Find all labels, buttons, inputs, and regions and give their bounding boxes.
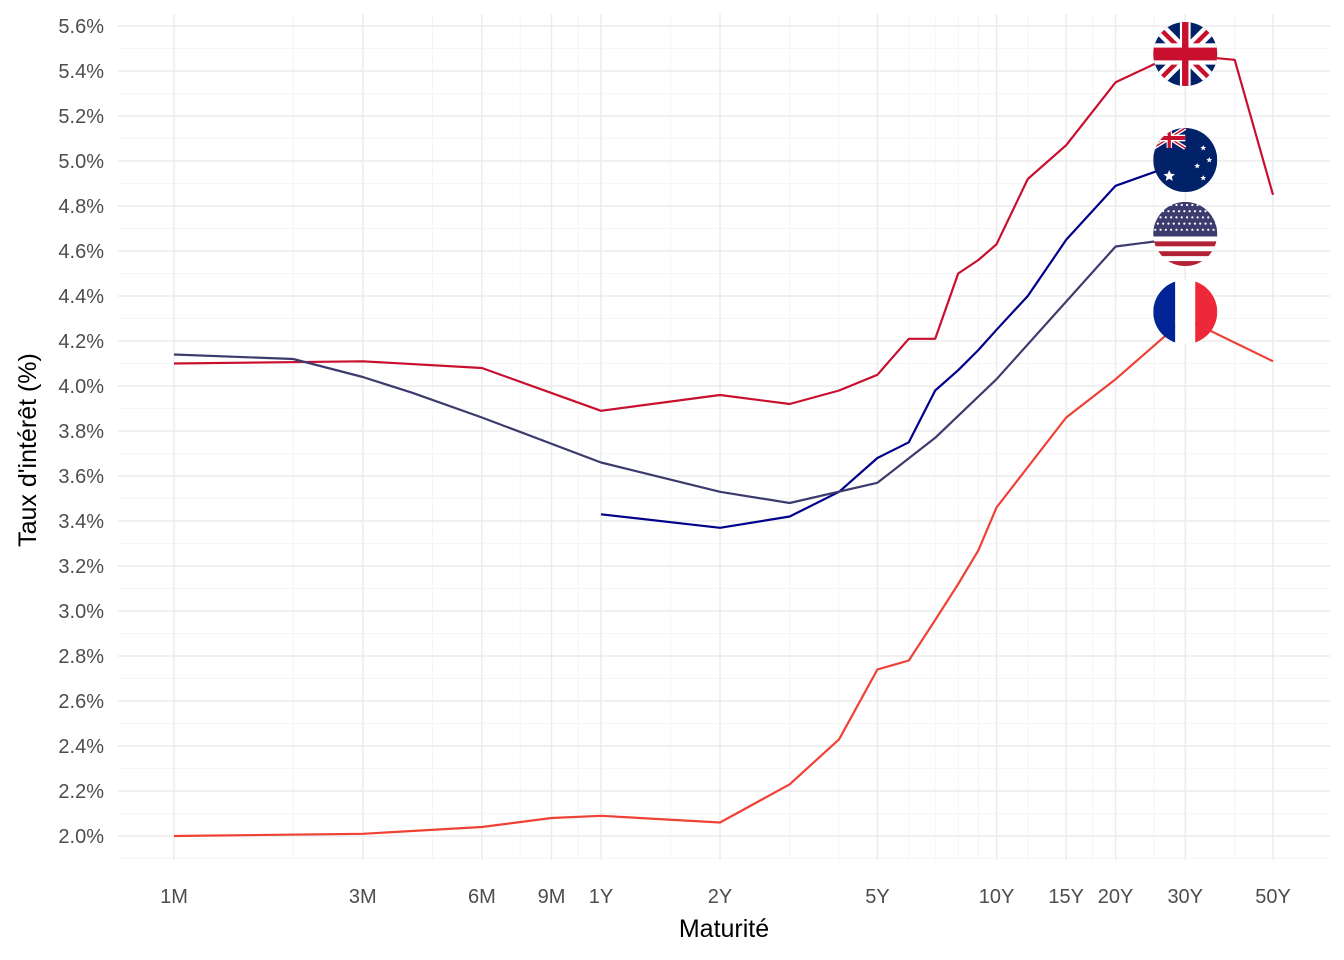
- y-axis-tick-labels: 2.0% 2.2% 2.4% 2.6% 2.8% 3.0% 3.2% 3.4% 3.6% 3.8%…: [58, 16, 104, 848]
- x-tick-label: 6M: [468, 886, 496, 908]
- x-tick-label: 10Y: [979, 886, 1015, 908]
- y-tick-label: 4.4%: [58, 286, 104, 308]
- x-tick-label: 9M: [538, 886, 566, 908]
- y-tick-label: 4.2%: [58, 331, 104, 353]
- us-flag: [1153, 202, 1218, 266]
- country-flags: [1153, 22, 1218, 344]
- x-tick-label: 5Y: [865, 886, 889, 908]
- series-line-fr: [173, 317, 1274, 838]
- series-line-us: [173, 236, 1186, 505]
- y-tick-label: 4.8%: [58, 196, 104, 218]
- x-tick-label: 3M: [349, 886, 377, 908]
- y-tick-label: 3.2%: [58, 556, 104, 578]
- y-tick-label: 5.0%: [58, 151, 104, 173]
- minor-gridlines: [118, 14, 1330, 860]
- y-tick-label: 3.8%: [58, 421, 104, 443]
- y-axis-title: Taux d'intérêt (%): [14, 353, 42, 547]
- major-gridlines: [118, 14, 1330, 860]
- y-tick-label: 5.6%: [58, 16, 104, 38]
- y-tick-label: 5.2%: [58, 106, 104, 128]
- y-tick-label: 5.4%: [58, 61, 104, 83]
- x-tick-label: 30Y: [1167, 886, 1203, 908]
- x-tick-label: 20Y: [1098, 886, 1134, 908]
- series-lines: [173, 54, 1275, 838]
- y-tick-label: 2.0%: [58, 826, 104, 848]
- y-tick-label: 3.0%: [58, 601, 104, 623]
- series-line-au: [600, 159, 1186, 529]
- y-tick-label: 3.4%: [58, 511, 104, 533]
- y-tick-label: 2.6%: [58, 691, 104, 713]
- x-axis-title: Maturité: [679, 915, 769, 943]
- series-line-uk: [173, 54, 1275, 412]
- x-tick-label: 1Y: [589, 886, 613, 908]
- y-tick-label: 2.4%: [58, 736, 104, 758]
- y-tick-label: 3.6%: [58, 466, 104, 488]
- y-tick-label: 4.6%: [58, 241, 104, 263]
- x-tick-label: 15Y: [1048, 886, 1084, 908]
- y-tick-label: 2.2%: [58, 781, 104, 803]
- uk-flag: [1153, 22, 1218, 86]
- x-tick-label: 50Y: [1255, 886, 1291, 908]
- fr-flag: [1153, 280, 1218, 344]
- x-axis-tick-labels: 1M 3M 6M 9M 1Y 2Y 5Y 10Y 15Y 20Y 30Y 50Y: [160, 886, 1291, 908]
- au-flag: [1153, 128, 1218, 192]
- y-tick-label: 4.0%: [58, 376, 104, 398]
- y-tick-label: 2.8%: [58, 646, 104, 668]
- x-tick-label: 1M: [160, 886, 188, 908]
- x-tick-label: 2Y: [708, 886, 732, 908]
